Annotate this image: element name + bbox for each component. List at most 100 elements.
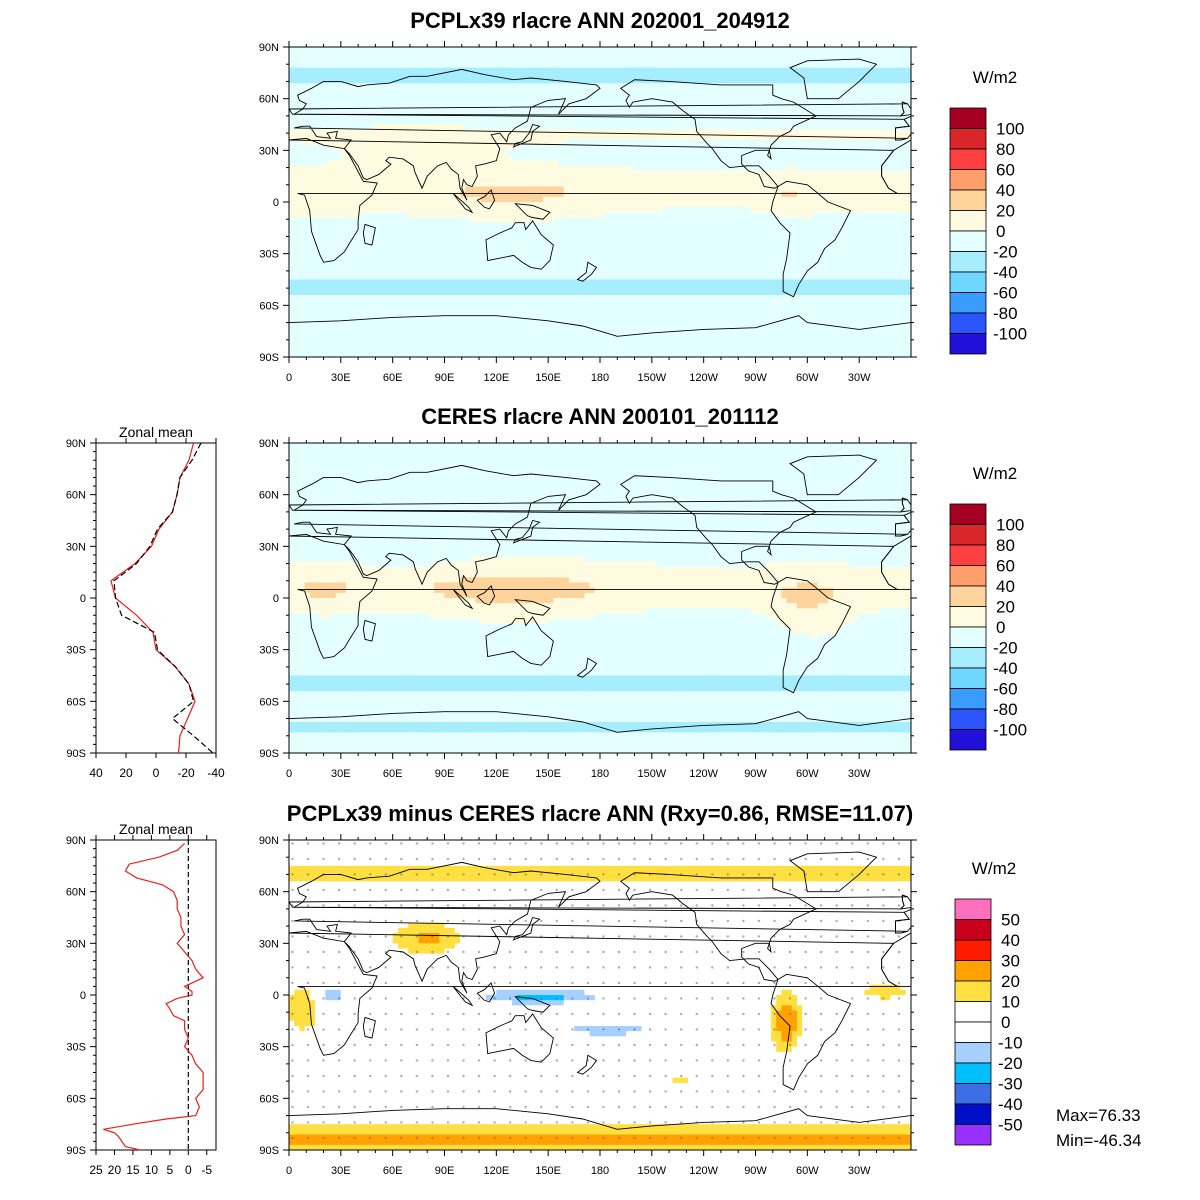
map-cell <box>802 114 808 120</box>
map-cell <box>853 83 860 89</box>
map-cell <box>693 78 699 84</box>
map-cell <box>351 258 357 265</box>
map-cell <box>506 202 513 208</box>
map-cell <box>625 150 632 156</box>
map-cell <box>786 140 793 146</box>
map-cell <box>641 109 647 115</box>
map-cell <box>859 67 865 74</box>
map-cell <box>470 207 476 213</box>
map-cell <box>325 191 331 198</box>
map-cell <box>667 140 673 146</box>
map-cell <box>890 119 896 125</box>
map-cell <box>542 176 549 182</box>
map-cell <box>791 145 798 151</box>
map-cell <box>589 124 596 131</box>
map-cell <box>460 124 466 131</box>
map-cell <box>776 248 782 255</box>
map-cell <box>351 171 357 177</box>
map-cell <box>382 129 388 136</box>
map-cell <box>822 155 829 162</box>
map-cell <box>299 109 305 115</box>
map-cell <box>418 258 425 265</box>
map-cell <box>517 83 523 89</box>
map-cell <box>527 67 533 74</box>
map-cell <box>719 88 725 94</box>
map-cell <box>734 134 741 141</box>
map-cell <box>905 186 911 193</box>
map-cell <box>496 140 502 146</box>
map-cell <box>470 217 476 224</box>
map-cell <box>796 217 803 224</box>
map-cell <box>688 253 694 260</box>
map-cell <box>537 243 544 249</box>
map-cell <box>625 176 632 182</box>
map-cell <box>755 222 762 229</box>
map-cell <box>356 83 362 89</box>
map-cell <box>776 165 782 172</box>
map-cell <box>765 233 772 239</box>
map-cell <box>843 202 850 208</box>
map-cell <box>449 253 456 260</box>
map-cell <box>848 233 855 239</box>
map-cell <box>387 165 394 172</box>
map-cell <box>584 165 590 172</box>
map-cell <box>542 52 549 58</box>
map-cell <box>439 83 445 89</box>
map-cell <box>418 62 425 69</box>
map-cell <box>600 88 606 94</box>
map-cell <box>351 238 357 244</box>
map-cell <box>771 150 777 156</box>
map-cell <box>304 155 311 162</box>
map-cell <box>688 57 694 63</box>
map-cell <box>885 222 891 229</box>
map-cell <box>444 212 451 218</box>
map-cell <box>522 98 528 105</box>
map-cell <box>491 103 497 110</box>
map-cell <box>589 155 596 162</box>
map-cell <box>796 186 803 193</box>
map-cell <box>330 52 336 58</box>
map-cell <box>885 196 891 203</box>
map-cell <box>771 207 777 213</box>
map-cell <box>739 134 746 141</box>
map-cell <box>750 212 756 218</box>
map-cell <box>641 72 647 79</box>
map-cell <box>905 238 911 244</box>
map-cell <box>750 202 756 208</box>
map-cell <box>615 145 622 151</box>
map-cell <box>900 78 907 84</box>
map-cell <box>682 124 689 131</box>
map-cell <box>698 176 705 182</box>
map-cell <box>568 52 575 58</box>
map-cell <box>677 196 684 203</box>
map-cell <box>698 233 705 239</box>
map-cell <box>631 145 637 151</box>
map-cell <box>895 109 901 115</box>
map-cell <box>579 181 585 187</box>
map-cell <box>734 57 741 63</box>
map-cell <box>760 191 767 198</box>
map-cell <box>610 155 616 162</box>
map-cell <box>843 196 850 203</box>
map-cell <box>828 124 834 131</box>
map-cell <box>428 114 435 120</box>
map-cell <box>828 222 834 229</box>
map-cell <box>501 222 508 229</box>
map-cell <box>672 165 679 172</box>
map-cell <box>387 78 394 84</box>
map-cell <box>594 52 601 58</box>
map-cell <box>885 150 891 156</box>
map-cell <box>885 62 891 69</box>
map-cell <box>874 202 881 208</box>
map-cell <box>885 83 891 89</box>
map-cell <box>750 176 756 182</box>
map-cell <box>672 83 679 89</box>
map-cell <box>807 134 813 141</box>
map-cell <box>428 78 435 84</box>
map-cell <box>651 140 658 146</box>
map-cell <box>511 150 518 156</box>
map-cell <box>491 222 497 229</box>
map-cell <box>853 98 860 105</box>
map-cell <box>558 52 565 58</box>
map-cell <box>698 52 705 58</box>
